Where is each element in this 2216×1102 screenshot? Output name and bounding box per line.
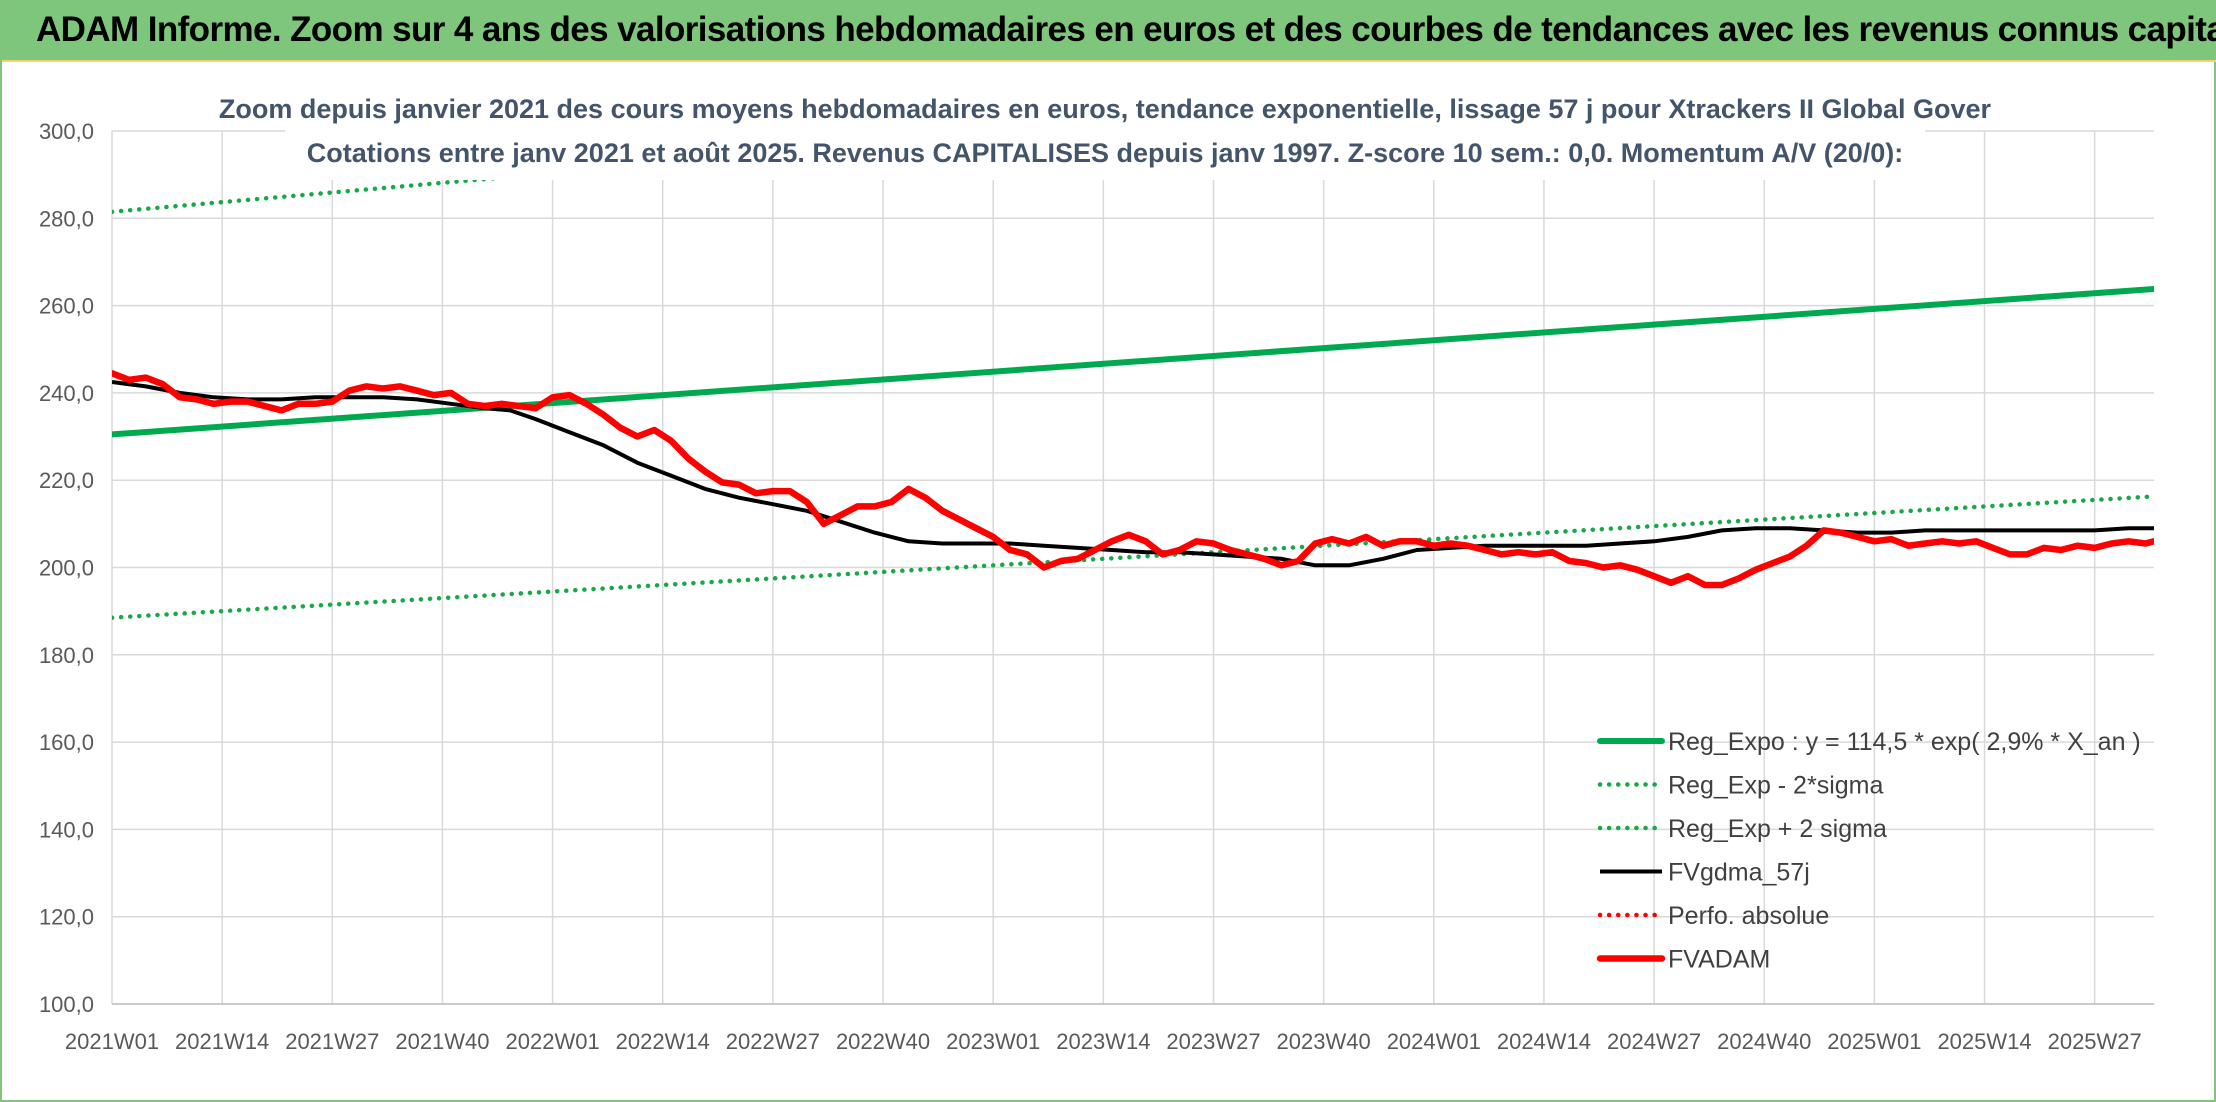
grid bbox=[111, 130, 2154, 1005]
plot-region bbox=[112, 131, 2154, 620]
x-tick-label: 2024W01 bbox=[1387, 1029, 1481, 1054]
header-bar: ADAM Informe. Zoom sur 4 ans des valoris… bbox=[2, 2, 2216, 62]
legend-label: Reg_Exp - 2*sigma bbox=[1668, 772, 1883, 800]
page-title: ADAM Informe. Zoom sur 4 ans des valoris… bbox=[36, 10, 2216, 49]
x-tick-label: 2022W27 bbox=[726, 1029, 820, 1054]
chart-title-background bbox=[285, 84, 1925, 180]
chart-title-line-2: Cotations entre janv 2021 et août 2025. … bbox=[307, 138, 1904, 168]
x-tick-label: 2024W40 bbox=[1717, 1029, 1811, 1054]
legend-label: Reg_Expo : y = 114,5 * exp( 2,9% * X_an … bbox=[1668, 728, 2141, 756]
y-tick-label: 140,0 bbox=[39, 817, 94, 842]
x-tick-label: 2022W14 bbox=[616, 1029, 710, 1054]
x-tick-label: 2025W14 bbox=[1937, 1029, 2031, 1054]
x-tick-label: 2023W01 bbox=[946, 1029, 1040, 1054]
axes: 100,0 120,0 140,0 160,0 180,0 200,0 220,0 240,0… bbox=[39, 119, 2154, 1054]
legend-label: Reg_Exp + 2 sigma bbox=[1668, 815, 1887, 843]
y-tick-label: 160,0 bbox=[39, 730, 94, 755]
x-tick-label: 2021W40 bbox=[395, 1029, 489, 1054]
x-tick-label: 2021W27 bbox=[285, 1029, 379, 1054]
series-layer bbox=[112, 131, 2154, 620]
x-tick-label: 2025W01 bbox=[1827, 1029, 1921, 1054]
series-line-3 bbox=[112, 380, 2154, 568]
y-tick-label: 260,0 bbox=[39, 294, 94, 319]
series-line-1 bbox=[112, 494, 2154, 620]
chart-title-block: Zoom depuis janvier 2021 des cours moyen… bbox=[219, 84, 1992, 180]
y-tick-label: 240,0 bbox=[39, 381, 94, 406]
x-tick-label: 2022W01 bbox=[506, 1029, 600, 1054]
x-tick-label: 2023W40 bbox=[1277, 1029, 1371, 1054]
x-tick-label: 2024W27 bbox=[1607, 1029, 1701, 1054]
x-tick-label: 2022W40 bbox=[836, 1029, 930, 1054]
y-tick-label: 100,0 bbox=[39, 992, 94, 1017]
y-tick-label: 300,0 bbox=[39, 119, 94, 144]
x-tick-label: 2021W14 bbox=[175, 1029, 269, 1054]
chart-title-line-1: Zoom depuis janvier 2021 des cours moyen… bbox=[219, 94, 1992, 124]
legend: Reg_Expo : y = 114,5 * exp( 2,9% * X_an … bbox=[1596, 728, 2141, 974]
x-tick-label: 2023W27 bbox=[1166, 1029, 1260, 1054]
x-tick-label: 2021W01 bbox=[65, 1029, 159, 1054]
y-tick-label: 200,0 bbox=[39, 556, 94, 581]
x-tick-label: 2025W27 bbox=[2048, 1029, 2142, 1054]
series-line-0 bbox=[112, 286, 2154, 438]
y-tick-label: 280,0 bbox=[39, 206, 94, 231]
y-tick-label: 180,0 bbox=[39, 643, 94, 668]
legend-label: FVADAM bbox=[1668, 946, 1770, 974]
series-line-5 bbox=[112, 370, 2154, 589]
y-tick-label: 120,0 bbox=[39, 905, 94, 930]
x-tick-label: 2024W14 bbox=[1497, 1029, 1591, 1054]
legend-label: Perfo. absolue bbox=[1668, 902, 1829, 930]
legend-label: FVgdma_57j bbox=[1668, 859, 1810, 887]
x-tick-label: 2023W14 bbox=[1056, 1029, 1150, 1054]
y-tick-label: 220,0 bbox=[39, 468, 94, 493]
